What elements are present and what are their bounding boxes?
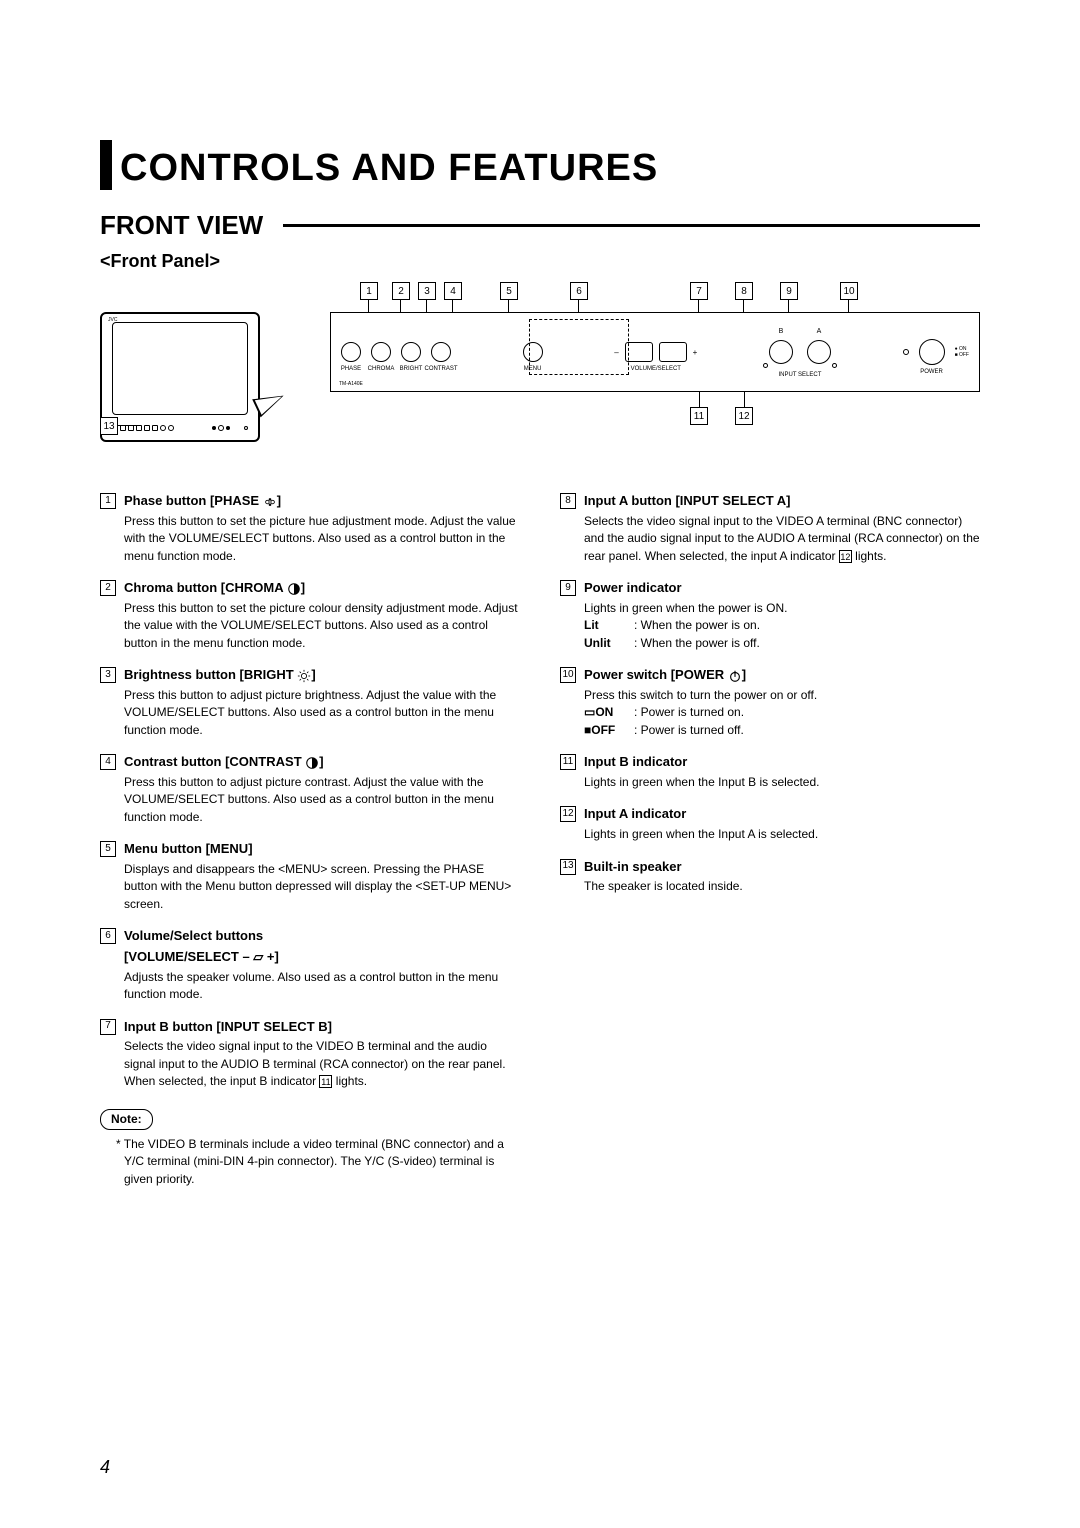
section-line	[283, 224, 980, 227]
page-number: 4	[100, 1457, 110, 1478]
bright-icon	[297, 669, 311, 683]
callout-1: 1	[360, 282, 378, 300]
title-mark	[100, 140, 112, 190]
phase-icon	[263, 495, 277, 509]
contrast-icon	[305, 756, 319, 770]
item-7: 7 Input B button [INPUT SELECT B] Select…	[100, 1018, 520, 1091]
power-led-icon	[903, 349, 909, 355]
item-12: 12 Input A indicator Lights in green whe…	[560, 805, 980, 843]
subsection-title: <Front Panel>	[100, 251, 980, 272]
callout-2: 2	[392, 282, 410, 300]
callout-9: 9	[780, 282, 798, 300]
item-9: 9 Power indicator Lights in green when t…	[560, 579, 980, 652]
diagram-area: 1 2 3 4 5 6 7 8 9 10 JVC	[100, 282, 980, 462]
callout-5: 5	[500, 282, 518, 300]
section-row: FRONT VIEW	[100, 210, 980, 241]
callout-8: 8	[735, 282, 753, 300]
chroma-icon	[287, 582, 301, 596]
note-text: * The VIDEO B terminals include a video …	[100, 1136, 520, 1188]
item-6: 6 Volume/Select buttons [VOLUME/SELECT –…	[100, 927, 520, 1003]
item-3: 3 Brightness button [BRIGHT ] Press this…	[100, 666, 520, 739]
panel-closeup: TM-A140E PHASE CHROMA BRIGHT CONTRAST ME…	[330, 312, 980, 392]
note-label: Note:	[100, 1109, 153, 1130]
note-block: Note: * The VIDEO B terminals include a …	[100, 1105, 520, 1189]
page-title: CONTROLS AND FEATURES	[120, 147, 658, 190]
content-columns: 1 Phase button [PHASE ] Press this butto…	[100, 492, 980, 1188]
callout-6: 6	[570, 282, 588, 300]
monitor-illustration: JVC	[100, 312, 280, 452]
left-column: 1 Phase button [PHASE ] Press this butto…	[100, 492, 520, 1188]
callout-10: 10	[840, 282, 858, 300]
item-2: 2 Chroma button [CHROMA ] Press this but…	[100, 579, 520, 652]
right-column: 8 Input A button [INPUT SELECT A] Select…	[560, 492, 980, 1188]
item-1: 1 Phase button [PHASE ] Press this butto…	[100, 492, 520, 565]
item-5: 5 Menu button [MENU] Displays and disapp…	[100, 840, 520, 913]
callout-7: 7	[690, 282, 708, 300]
callout-12: 12	[735, 407, 753, 425]
callout-11: 11	[690, 407, 708, 425]
item-4: 4 Contrast button [CONTRAST ] Press this…	[100, 753, 520, 826]
item-10: 10 Power switch [POWER ] Press this swit…	[560, 666, 980, 739]
callout-3: 3	[418, 282, 436, 300]
item-11: 11 Input B indicator Lights in green whe…	[560, 753, 980, 791]
section-title: FRONT VIEW	[100, 210, 263, 241]
item-8: 8 Input A button [INPUT SELECT A] Select…	[560, 492, 980, 565]
title-bar: CONTROLS AND FEATURES	[100, 140, 980, 190]
power-icon	[728, 669, 742, 683]
callout-13: 13	[100, 417, 118, 435]
item-13: 13 Built-in speaker The speaker is locat…	[560, 858, 980, 896]
callout-4: 4	[444, 282, 462, 300]
